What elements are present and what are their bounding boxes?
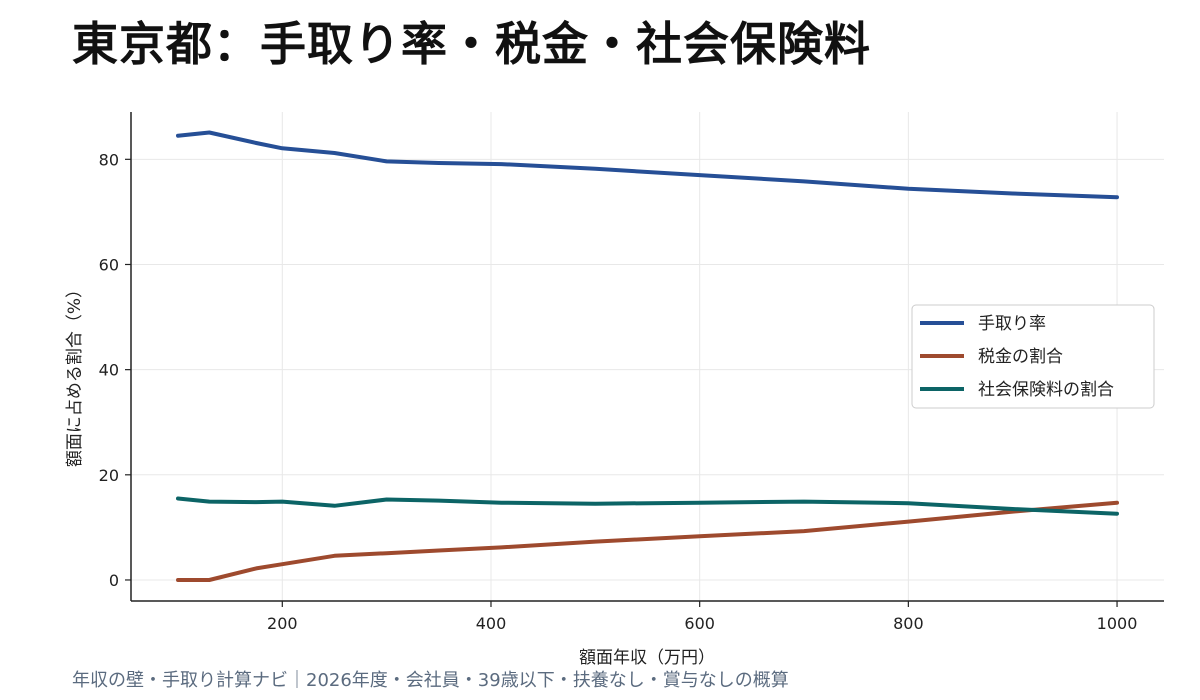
- x-tick-label: 1000: [1097, 614, 1138, 633]
- x-axis-label: 額面年収（万円）: [579, 648, 715, 668]
- legend-label-tax-share: 税金の割合: [978, 347, 1063, 367]
- series-line-social-insurance-share: [176, 496, 1119, 516]
- y-tick-label: 80: [99, 150, 119, 169]
- series-lines: [176, 130, 1119, 582]
- legend-label-take-home-rate: 手取り率: [978, 314, 1046, 334]
- chart-title: 東京都：手取り率・税金・社会保険料: [72, 17, 871, 71]
- series-line-tax-share: [176, 500, 1119, 582]
- series-line-take-home-rate: [176, 130, 1119, 200]
- legend-box: [911, 304, 1155, 409]
- y-tick-label: 20: [99, 466, 119, 485]
- y-tick-label: 60: [99, 255, 119, 274]
- x-tick-label: 800: [893, 614, 924, 633]
- y-tick-label: 0: [109, 571, 119, 590]
- y-tick-label: 40: [99, 361, 119, 380]
- legend-label-social-insurance-share: 社会保険料の割合: [978, 380, 1114, 400]
- axes: [130, 112, 1164, 602]
- x-tick-label: 600: [684, 614, 715, 633]
- x-tick-label: 400: [476, 614, 507, 633]
- footer-note: 年収の壁・手取り計算ナビ｜2026年度・会社員・39歳以下・扶養なし・賞与なしの…: [72, 670, 789, 691]
- x-tick-label: 200: [267, 614, 298, 633]
- ticks: 200 400 600 800 1000 0 20 40 60 80: [99, 150, 1138, 633]
- y-axis-label: 額面に占める割合（%）: [65, 281, 85, 467]
- grid: [131, 112, 1164, 601]
